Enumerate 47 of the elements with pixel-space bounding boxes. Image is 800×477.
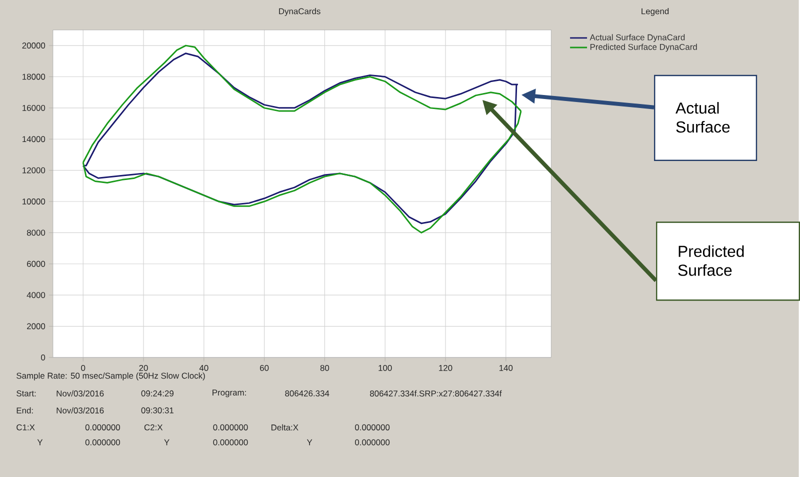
text: End: <box>16 407 33 414</box>
x-tick-label: 120 <box>439 364 452 371</box>
x-tick-label: 80 <box>320 364 330 371</box>
text: 0.000000 <box>355 439 390 446</box>
y-tick-label: 18000 <box>22 74 46 80</box>
text: 0.000000 <box>213 424 248 430</box>
text: 09:24:29 <box>141 390 174 396</box>
y-tick-label: 16000 <box>22 104 46 111</box>
y-tick-label: 4000 <box>26 292 46 298</box>
text: 0.000000 <box>85 439 120 446</box>
y-tick-label: 0 <box>41 354 46 360</box>
text: 09:30:31 <box>141 407 174 414</box>
y-tick-label: 12000 <box>22 167 46 174</box>
text: Program: <box>212 389 246 398</box>
x-tick-label: 140 <box>499 364 513 371</box>
x-tick-label: 20 <box>139 364 148 371</box>
x-tick-label: 60 <box>260 364 269 371</box>
text: Sample Rate: 50 msec/Sample (50Hz Slow Clock) <box>16 372 205 380</box>
y-tick-label: 6000 <box>27 260 46 267</box>
text: Predicted Surface <box>678 245 744 276</box>
text: C2:X <box>144 424 163 430</box>
text: 0.000000 <box>85 424 120 430</box>
text: 0.000000 <box>213 439 248 446</box>
x-tick-label: 100 <box>378 364 392 371</box>
text: Delta:X <box>271 424 298 430</box>
text: Nov/03/2016 <box>56 390 104 396</box>
text: 806426.334 <box>285 390 330 396</box>
text: Y <box>37 439 43 446</box>
legend-label: Actual Surface DynaCard <box>590 34 685 42</box>
text: C1:X <box>16 424 35 430</box>
y-tick-label: 14000 <box>22 136 46 142</box>
text: Nov/03/2016 <box>56 407 104 414</box>
legend-label: Predicted Surface DynaCard <box>590 44 697 52</box>
y-tick-label: 8000 <box>26 230 46 236</box>
text: Y <box>306 439 312 446</box>
text: Y <box>164 439 170 446</box>
y-tick-label: 20000 <box>22 42 46 48</box>
text: 806427.334f.SRP:x27:806427.334f <box>370 390 502 396</box>
y-tick-label: 10000 <box>22 198 46 204</box>
y-tick-label: 2000 <box>27 323 46 330</box>
chart-title: DynaCards <box>279 8 320 16</box>
x-tick-label: 0 <box>81 364 86 371</box>
text: Start: <box>16 390 36 396</box>
text: Actual Surface <box>676 102 730 132</box>
x-tick-label: 40 <box>199 364 208 371</box>
text: 0.000000 <box>355 424 390 430</box>
legend-title: Legend <box>642 8 669 16</box>
